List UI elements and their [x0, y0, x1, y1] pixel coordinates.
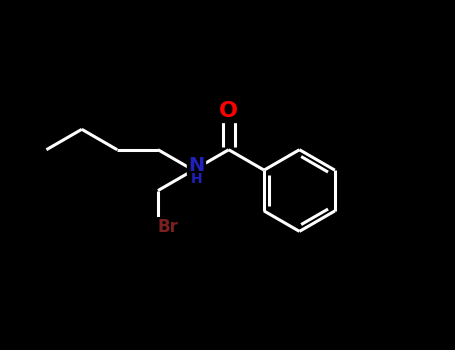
- Text: N: N: [188, 156, 205, 175]
- Text: Br: Br: [157, 218, 178, 236]
- Text: H: H: [191, 172, 202, 186]
- Text: O: O: [219, 101, 238, 121]
